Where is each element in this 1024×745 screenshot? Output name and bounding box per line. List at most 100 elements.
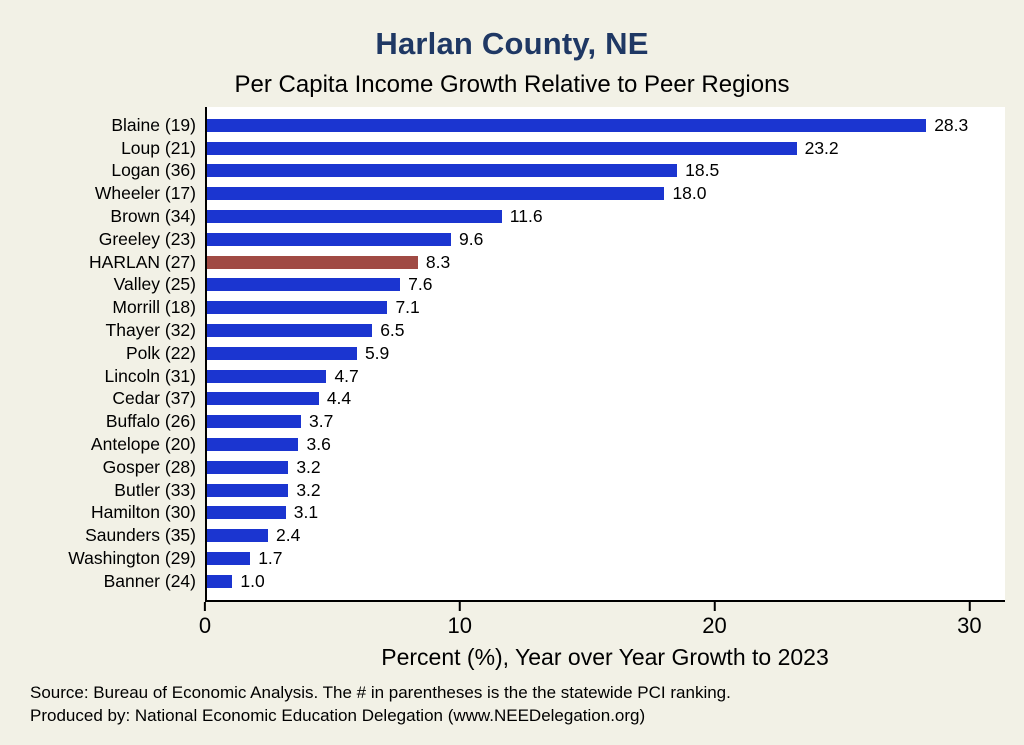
- x-tick: 0: [198, 601, 212, 639]
- bar-row: 1.0: [207, 570, 1005, 593]
- bar: [207, 210, 502, 224]
- bar: [207, 232, 451, 246]
- value-label: 2.4: [275, 525, 301, 546]
- bar: [207, 552, 251, 566]
- y-axis-label: Cedar (37): [112, 388, 196, 409]
- x-axis-title: Percent (%), Year over Year Growth to 20…: [381, 643, 829, 670]
- value-label: 3.2: [296, 456, 321, 477]
- x-tick-mark: [458, 601, 461, 611]
- y-axis-label: Wheeler (17): [94, 183, 196, 204]
- chart-subtitle: Per Capita Income Growth Relative to Pee…: [234, 71, 790, 98]
- bar: [207, 346, 357, 360]
- y-axis-label: Polk (22): [125, 342, 196, 363]
- value-label: 6.5: [380, 320, 405, 341]
- value-label: 3.1: [293, 502, 319, 523]
- bar-row: 11.6: [207, 205, 1005, 228]
- y-axis-label: Brown (34): [110, 206, 196, 227]
- value-label: 4.7: [334, 365, 359, 386]
- bar-chart: Blaine (19) Loup (21) Logan (36) Wheeler (1…: [12, 107, 1005, 671]
- bar: [207, 574, 233, 588]
- bar-row: 3.7: [207, 410, 1005, 433]
- bar: [207, 369, 327, 383]
- bar-row: 4.7: [207, 365, 1005, 388]
- bar-row: 28.3: [207, 114, 1005, 137]
- value-label: 4.4: [326, 388, 352, 409]
- value-label: 1.7: [258, 548, 283, 569]
- x-tick: 30: [957, 601, 982, 639]
- bar: [207, 483, 289, 497]
- bar-row: 1.7: [207, 547, 1005, 570]
- y-axis-labels: Blaine (19) Loup (21) Logan (36) Wheeler (1…: [12, 107, 205, 602]
- bar: [207, 506, 286, 520]
- bar-row: 23.2: [207, 137, 1005, 160]
- y-axis-label: Thayer (32): [105, 320, 196, 341]
- bar-highlight: [207, 255, 418, 269]
- value-label: 7.6: [408, 274, 433, 295]
- value-label: 28.3: [934, 114, 969, 135]
- y-axis-label: Blaine (19): [111, 114, 196, 135]
- y-axis-label: HARLAN (27): [89, 251, 196, 272]
- y-axis-label: Valley (25): [113, 274, 196, 295]
- y-axis-label: Greeley (23): [98, 228, 196, 249]
- y-axis-label: Saunders (35): [85, 525, 196, 546]
- x-tick: 10: [447, 601, 473, 639]
- bar: [207, 301, 388, 315]
- plot-grid: Blaine (19) Loup (21) Logan (36) Wheeler (1…: [12, 107, 1005, 602]
- x-axis: 0 10 20 30: [199, 601, 1005, 642]
- bar-row: 7.6: [207, 274, 1005, 297]
- footer-notes: Source: Bureau of Economic Analysis. The…: [30, 682, 731, 727]
- value-label: 5.9: [364, 342, 390, 363]
- y-axis-label: Antelope (20): [90, 434, 196, 455]
- bar: [207, 460, 289, 474]
- bar-row: 4.4: [207, 388, 1005, 411]
- bar: [207, 438, 299, 452]
- bar: [207, 118, 927, 132]
- x-tick-mark: [968, 601, 971, 611]
- y-axis-label: Washington (29): [68, 548, 196, 569]
- bar: [207, 415, 302, 429]
- y-axis-label: Hamilton (30): [90, 502, 196, 523]
- plot-area: 28.3 23.2 18.5 18.0 11.6 9.6 8.3 7.6 7.1 6.5 5.9 4.…: [205, 107, 1005, 602]
- bar: [207, 324, 373, 338]
- bar-row: 2.4: [207, 524, 1005, 547]
- y-axis-label: Lincoln (31): [104, 365, 196, 386]
- bar: [207, 278, 401, 292]
- bar-row: 8.3: [207, 251, 1005, 274]
- y-axis-label: Logan (36): [111, 160, 196, 181]
- y-axis-label: Gosper (28): [102, 456, 196, 477]
- x-tick-label: 30: [957, 612, 982, 638]
- bar-row: 3.6: [207, 433, 1005, 456]
- y-axis-label: Morrill (18): [112, 297, 196, 318]
- value-label: 9.6: [458, 228, 484, 249]
- value-label: 7.1: [395, 297, 420, 318]
- bar-row: 6.5: [207, 319, 1005, 342]
- bar-row: 9.6: [207, 228, 1005, 251]
- x-tick-mark: [713, 601, 716, 611]
- chart-title: Harlan County, NE: [375, 26, 649, 61]
- x-tick-label: 0: [198, 612, 212, 638]
- value-label: 3.7: [309, 411, 334, 432]
- x-tick: 20: [702, 601, 727, 639]
- bar-row: 5.9: [207, 342, 1005, 365]
- bar: [207, 187, 665, 201]
- x-tick-label: 10: [447, 612, 473, 638]
- bar-row: 18.0: [207, 182, 1005, 205]
- x-tick-label: 20: [702, 612, 727, 638]
- value-label: 18.0: [672, 183, 707, 204]
- y-axis-label: Butler (33): [114, 479, 196, 500]
- value-label: 23.2: [804, 137, 839, 158]
- bar: [207, 141, 797, 155]
- bar-row: 3.2: [207, 479, 1005, 502]
- bar-row: 18.5: [207, 160, 1005, 183]
- bar-row: 3.2: [207, 456, 1005, 479]
- value-label: 11.6: [509, 206, 543, 227]
- x-tick-mark: [204, 601, 206, 611]
- bar: [207, 529, 268, 543]
- y-axis-label: Banner (24): [103, 570, 196, 591]
- bar-row: 3.1: [207, 502, 1005, 525]
- value-label: 1.0: [240, 570, 265, 591]
- value-label: 18.5: [685, 160, 720, 181]
- bar-row: 7.1: [207, 296, 1005, 319]
- value-label: 8.3: [425, 251, 451, 272]
